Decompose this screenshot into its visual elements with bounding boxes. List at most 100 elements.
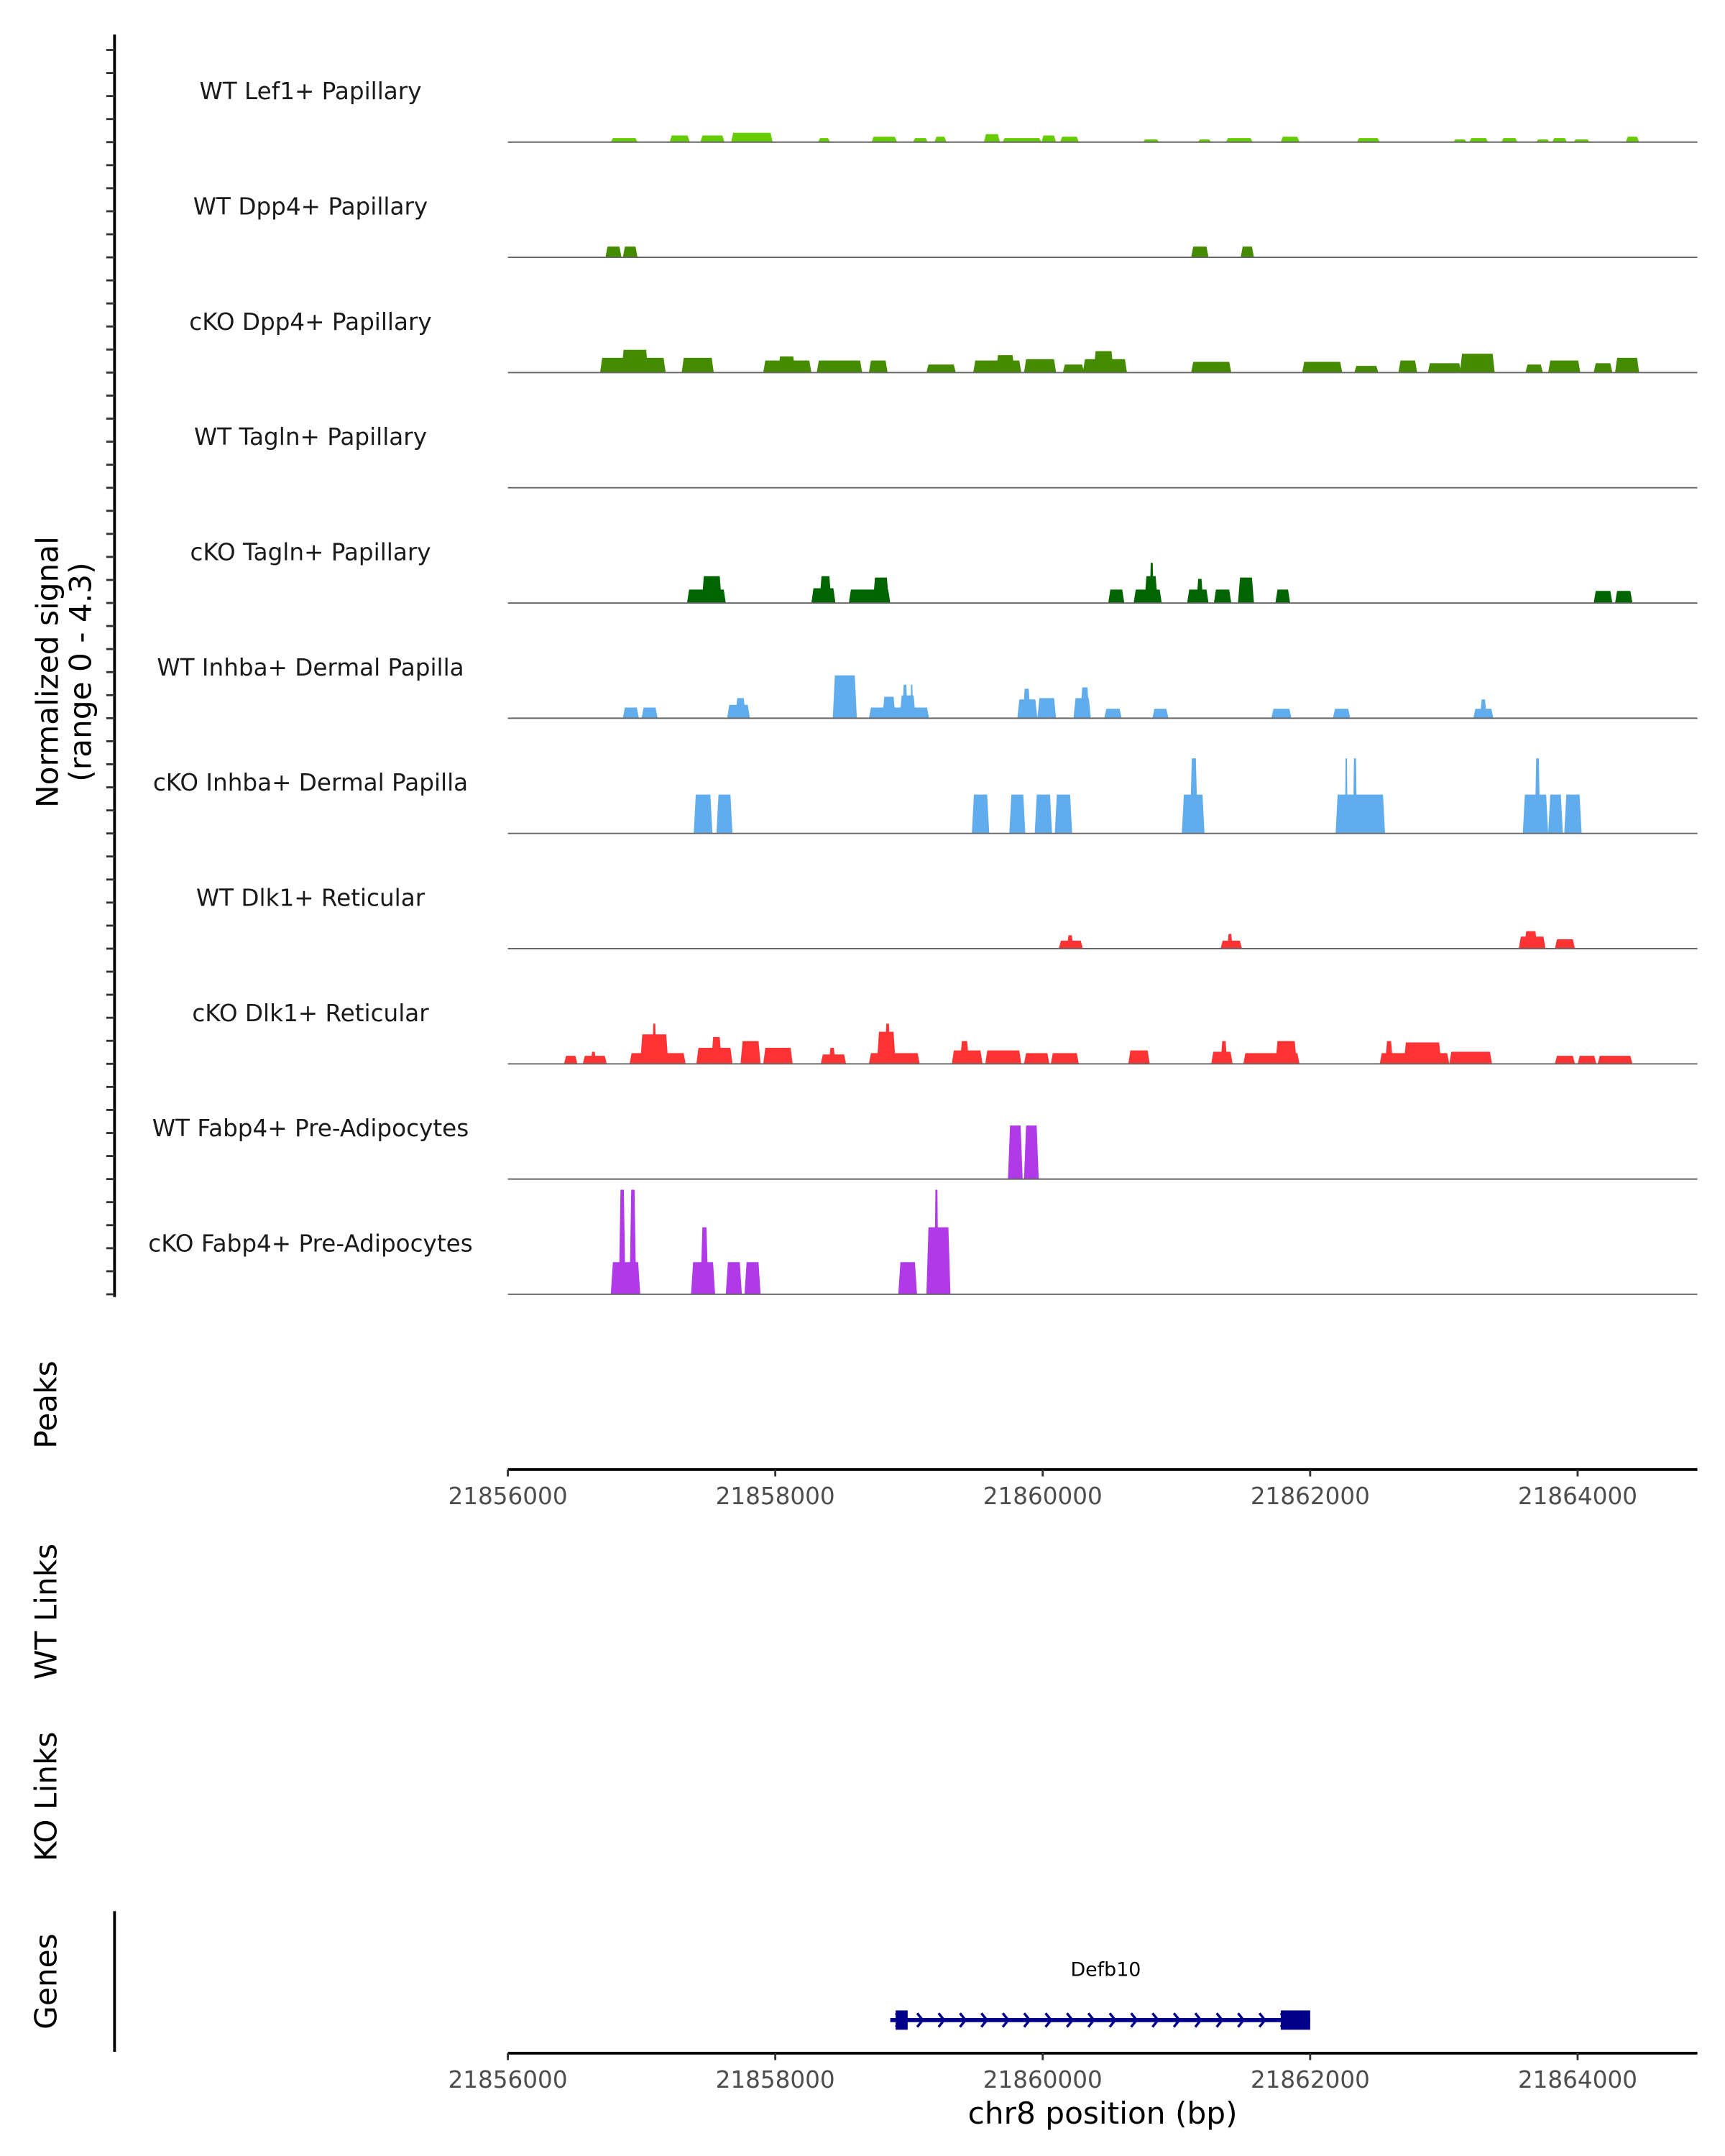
signal-peak bbox=[622, 247, 638, 258]
signal-peak bbox=[1034, 794, 1052, 834]
gene-exon bbox=[896, 2010, 908, 2030]
signal-peak bbox=[652, 1023, 657, 1064]
signal-peak bbox=[898, 1262, 917, 1294]
signal-peak bbox=[1449, 1051, 1492, 1064]
signal-peak bbox=[1385, 1041, 1394, 1064]
signal-peak bbox=[1555, 1056, 1576, 1064]
strand-arrow bbox=[1087, 2012, 1096, 2028]
track-0: WT Lef1+ Papillary bbox=[200, 78, 1698, 143]
signal-peak bbox=[1041, 135, 1057, 142]
signal-peak bbox=[716, 794, 733, 834]
track-6: cKO Inhba+ Dermal Papilla bbox=[153, 758, 1698, 834]
signal-peak bbox=[1597, 1056, 1633, 1064]
signal-peak bbox=[885, 1023, 891, 1064]
signal-peak bbox=[983, 134, 1000, 142]
x-axis-label: chr8 position (bp) bbox=[968, 2096, 1238, 2131]
strand-arrow bbox=[1108, 2012, 1117, 2028]
x-tick-label: 21864000 bbox=[1518, 2066, 1637, 2093]
strand-arrow bbox=[1215, 2012, 1224, 2028]
x-tick-label: 21862000 bbox=[1251, 2066, 1370, 2093]
signal-peak bbox=[1067, 935, 1074, 949]
signal-peak bbox=[1335, 794, 1386, 834]
signal-peak bbox=[1460, 354, 1495, 373]
signal-peak bbox=[763, 1047, 793, 1064]
signal-peak bbox=[818, 138, 830, 142]
signal-peak bbox=[711, 1037, 722, 1064]
signal-peak bbox=[700, 135, 724, 142]
track-7: WT Dlk1+ Reticular bbox=[196, 884, 1698, 949]
signal-peak bbox=[1302, 361, 1343, 373]
x-tick-label: 21860000 bbox=[983, 1483, 1103, 1510]
track-8: cKO Dlk1+ Reticular bbox=[192, 1000, 1698, 1065]
signal-peak bbox=[1238, 577, 1254, 604]
signal-peak bbox=[740, 1041, 761, 1064]
peaks-x-axis: 21856000 21858000 21860000 21862000 21864000 bbox=[448, 1468, 1698, 1510]
signal-peak bbox=[1548, 360, 1581, 373]
signal-peak bbox=[1191, 361, 1232, 373]
strand-arrow bbox=[1066, 2012, 1075, 2028]
signal-peak bbox=[985, 1050, 1021, 1064]
signal-peak bbox=[1054, 794, 1072, 834]
signal-peak bbox=[1577, 1056, 1596, 1064]
strand-arrow bbox=[1001, 2012, 1011, 2028]
signal-peak bbox=[816, 360, 862, 373]
signal-peak bbox=[1002, 138, 1041, 142]
gene-label: Defb10 bbox=[1070, 1958, 1141, 1981]
signal-peak bbox=[926, 364, 956, 373]
signal-peak bbox=[1024, 1125, 1039, 1179]
signal-peak bbox=[681, 357, 714, 373]
signal-peak bbox=[873, 577, 889, 604]
signal-peak bbox=[1024, 359, 1057, 373]
signal-peak bbox=[622, 707, 639, 719]
signal-peak bbox=[1022, 688, 1031, 719]
signal-peak bbox=[1593, 363, 1613, 373]
signal-peak bbox=[868, 707, 929, 719]
signal-peak bbox=[1227, 934, 1233, 949]
signal-peak bbox=[1501, 138, 1518, 142]
track-label: WT Dpp4+ Papillary bbox=[193, 193, 428, 221]
strand-arrow bbox=[1130, 2012, 1138, 2028]
signal-peak bbox=[1050, 1053, 1079, 1064]
track-label: cKO Tagln+ Papillary bbox=[190, 539, 431, 566]
x-tick-label: 21860000 bbox=[983, 2066, 1103, 2093]
signal-peak bbox=[934, 137, 947, 142]
signal-peak bbox=[1225, 138, 1253, 142]
gene-Defb10: Defb10 bbox=[890, 1958, 1310, 2030]
signal-peak bbox=[629, 1189, 637, 1294]
signal-peak bbox=[960, 1041, 970, 1064]
signal-peak bbox=[1564, 794, 1582, 834]
signal-peak bbox=[1093, 351, 1114, 373]
signal-peak bbox=[1625, 137, 1639, 142]
strand-arrow bbox=[959, 2012, 967, 2028]
track-2: cKO Dpp4+ Papillary bbox=[189, 308, 1698, 374]
track-label: WT Inhba+ Dermal Papilla bbox=[157, 654, 464, 681]
signal-peak bbox=[910, 684, 914, 719]
y-axis-range-label: (range 0 - 4.3) bbox=[63, 562, 98, 781]
signal-peak bbox=[819, 576, 832, 604]
wt-links-panel-label: WT Links bbox=[29, 1544, 64, 1680]
track-label: cKO Dpp4+ Papillary bbox=[189, 308, 431, 336]
signal-peak bbox=[669, 135, 690, 142]
signal-peak bbox=[702, 576, 722, 604]
track-10: cKO Fabp4+ Pre-Adipocytes bbox=[148, 1189, 1698, 1295]
signal-peak bbox=[725, 1262, 742, 1294]
strand-arrow bbox=[1172, 2012, 1182, 2028]
signal-peak bbox=[934, 1189, 939, 1294]
signal-peak bbox=[1280, 137, 1300, 142]
signal-peak bbox=[735, 698, 746, 719]
signal-peak bbox=[1469, 138, 1489, 142]
strand-arrow bbox=[916, 2012, 924, 2028]
signal-peak bbox=[1108, 589, 1125, 604]
signal-peak bbox=[832, 675, 857, 719]
signal-peak bbox=[902, 684, 908, 719]
signal-peak bbox=[1104, 709, 1122, 719]
signal-peak bbox=[1356, 138, 1380, 142]
signal-peak bbox=[1149, 563, 1154, 604]
signal-peak bbox=[1275, 1041, 1297, 1064]
genes-panel-label: Genes bbox=[29, 1933, 64, 2029]
signal-peak bbox=[694, 794, 713, 834]
signal-peak bbox=[731, 132, 773, 142]
signal-peak bbox=[1008, 1125, 1023, 1179]
signal-peak bbox=[1524, 931, 1538, 949]
